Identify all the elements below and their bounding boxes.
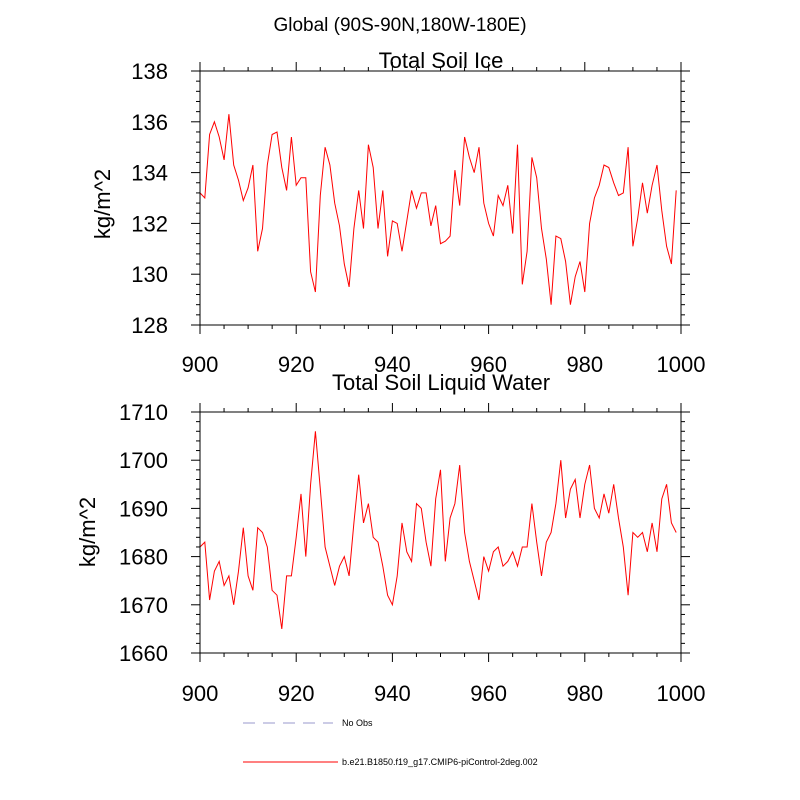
- x-tick-label: 960: [470, 681, 507, 706]
- y-tick-label: 1690: [119, 496, 168, 521]
- panel-total-soil-ice: Total Soil Ice kg/m^2 900 920 940 960 980 100…: [90, 48, 705, 377]
- x-tick-label: 900: [182, 352, 219, 377]
- y-tick-label: 138: [131, 59, 168, 84]
- figure-suptitle: Global (90S-90N,180W-180E): [273, 15, 526, 36]
- legend-label-no-obs: No Obs: [342, 718, 373, 728]
- legend-label-model: b.e21.B1850.f19_g17.CMIP6-piControl-2deg…: [342, 757, 538, 767]
- x-tick-label: 1000: [657, 352, 706, 377]
- x-tick-label: 960: [470, 352, 507, 377]
- x-tick-label: 920: [278, 681, 315, 706]
- y-tick-label: 130: [131, 262, 168, 287]
- x-tick-label: 980: [566, 352, 603, 377]
- x-tick-label: 940: [374, 681, 411, 706]
- plot-frame-soil-liquid-water: [199, 411, 682, 654]
- y-tick-label: 134: [131, 161, 168, 186]
- axis-ticks-soil-ice: [191, 62, 690, 334]
- tick-labels-soil-ice: 900 920 940 960 980 1000 128 130 132 134 136 138: [131, 59, 705, 377]
- x-tick-label: 900: [182, 681, 219, 706]
- y-tick-label: 1710: [119, 400, 168, 425]
- panel-total-soil-liquid-water: Total Soil Liquid Water kg/m^2 900 920 940…: [75, 370, 705, 706]
- y-axis-label-soil-ice: kg/m^2: [90, 169, 115, 239]
- y-tick-label: 1700: [119, 448, 168, 473]
- x-tick-label: 980: [566, 681, 603, 706]
- x-tick-label: 940: [374, 352, 411, 377]
- y-axis-label-soil-liquid-water: kg/m^2: [75, 497, 100, 567]
- series-line-soil-ice: [199, 114, 677, 305]
- plot-frame-soil-ice: [199, 70, 682, 326]
- y-tick-label: 132: [131, 211, 168, 236]
- x-tick-label: 920: [278, 352, 315, 377]
- y-tick-label: 1670: [119, 593, 168, 618]
- tick-labels-soil-liquid-water: 900 920 940 960 980 1000 1660 1670 1680 1690 1700 1…: [119, 400, 705, 706]
- panel-title-soil-liquid-water: Total Soil Liquid Water: [332, 370, 550, 395]
- y-tick-label: 1660: [119, 641, 168, 666]
- legend: No Obs b.e21.B1850.f19_g17.CMIP6-piContr…: [243, 718, 538, 767]
- y-tick-label: 136: [131, 110, 168, 135]
- x-tick-label: 1000: [657, 681, 706, 706]
- series-line-soil-liquid-water: [199, 431, 677, 629]
- axis-ticks-soil-liquid-water: [191, 403, 690, 662]
- y-tick-label: 128: [131, 313, 168, 338]
- y-tick-label: 1680: [119, 545, 168, 570]
